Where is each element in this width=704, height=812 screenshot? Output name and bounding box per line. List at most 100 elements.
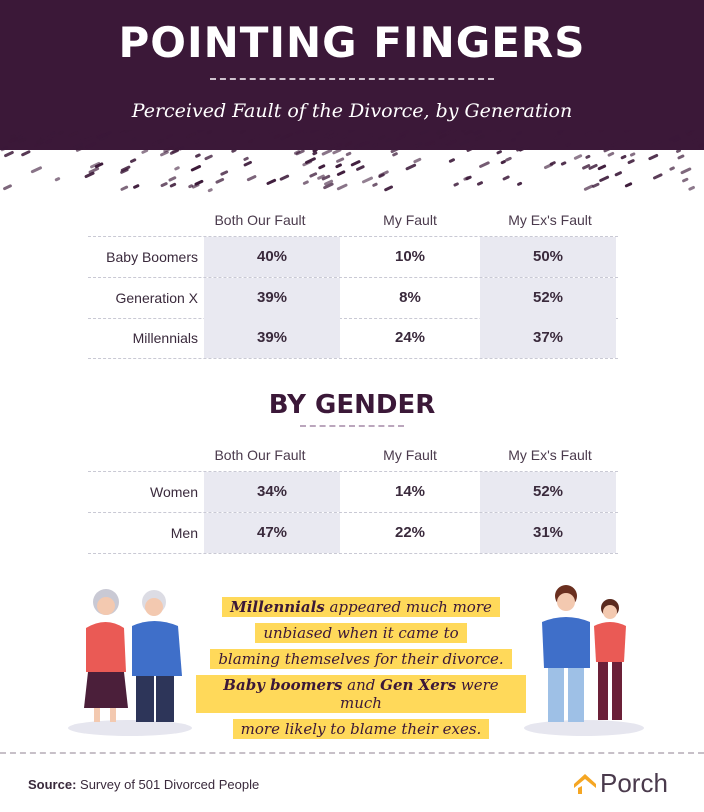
header-banner: POINTING FINGERS Perceived Fault of the … [0,0,704,150]
confetti-dash [273,133,281,139]
gender-table: Both Our Fault My Fault My Ex's Fault Wo… [88,443,618,555]
callout-line: Millennials appeared much more [222,597,500,617]
confetti-dash [471,130,478,133]
confetti-dash [254,134,261,139]
confetti-dash [317,174,325,180]
confetti-dash [584,131,592,137]
confetti-dash [446,139,457,146]
confetti-dash [190,165,202,172]
confetti-dash [430,141,436,146]
confetti-dash [4,150,14,158]
confetti-dash [461,130,467,133]
row-label: Millennials [132,330,198,346]
confetti-dash [302,160,313,167]
col-header-both: Both Our Fault [214,447,306,463]
confetti-dash [323,133,330,138]
row-divider [88,471,618,472]
confetti-dash [459,139,470,146]
confetti-dash [439,130,448,134]
cell-both: 34% [204,472,340,512]
confetti-dash [129,158,137,163]
callout-line: Baby boomers and Gen Xers were much [196,675,526,713]
callout-text: were much [340,676,499,712]
confetti-dash [620,154,627,160]
confetti-dash [413,157,422,164]
confetti-dash [466,145,478,152]
callout-emphasis: Baby boomers [223,676,343,694]
confetti-dash [50,131,56,136]
source-text: Survey of 501 Divorced People [76,777,260,792]
source-note: Source: Survey of 501 Divorced People [28,777,259,792]
older-couple-illustration [68,589,192,736]
confetti-dash [384,185,393,192]
section-divider [300,425,404,427]
confetti-dash [312,151,318,156]
table-row: Women 34% 14% 52% [88,472,618,512]
confetti-dash [8,137,18,143]
confetti-dash [399,130,410,137]
confetti-dash [448,158,455,163]
confetti-dash [557,130,566,133]
confetti-dash [553,134,563,141]
confetti-dash [206,130,213,135]
porch-logo: Porch [572,766,687,802]
confetti-dash [597,164,607,171]
confetti-dash [675,148,681,153]
confetti-dash [84,171,95,179]
confetti-dash [344,141,353,147]
confetti-dash [309,139,319,145]
confetti-dash [0,146,9,152]
confetti-dash [174,166,180,171]
confetti-dash [157,138,164,144]
confetti-dash [625,138,633,144]
confetti-dash [390,146,401,154]
confetti-dash [345,151,352,157]
confetti-dash [463,130,472,134]
confetti-dash [607,151,615,157]
confetti-dash [215,178,225,184]
confetti-dash [565,142,571,147]
porch-logo-text: Porch [600,768,668,798]
callout-line: more likely to blame their exes. [232,719,490,739]
cell-mine: 22% [394,524,426,541]
confetti-dash [598,130,604,133]
confetti-dash [268,130,277,134]
confetti-dash [405,163,417,171]
confetti-dash [293,150,301,155]
confetti-dash [279,174,290,181]
col-header-both: Both Our Fault [214,212,306,228]
confetti-dash [518,144,530,152]
confetti-dash [133,184,140,189]
confetti-dash [120,165,131,172]
table-row: Men 47% 22% 31% [88,513,618,553]
confetti-dash [45,139,52,144]
footer-divider [0,752,704,754]
row-divider [88,553,618,554]
confetti-dash [474,134,485,141]
confetti-dash [624,182,633,188]
row-divider [88,236,618,237]
confetti-dash [99,135,109,141]
confetti-dash [496,130,503,133]
confetti-dash [624,130,634,133]
confetti-dash [280,134,290,140]
confetti-dash [433,142,442,148]
confetti-dash [436,130,442,135]
insight-callout: Millennials appeared much more unbiased … [196,594,526,742]
confetti-dash [90,161,101,169]
confetti-dash [651,139,662,147]
confetti-dash [36,138,44,144]
cell-ex: 50% [480,237,616,277]
confetti-dash [324,179,334,186]
confetti-dash [131,137,137,142]
confetti-dash [239,130,249,134]
confetti-dash [592,182,600,188]
confetti-dash [412,144,419,149]
confetti-dash [361,176,373,184]
confetti-dash [669,130,677,133]
confetti-dash [169,148,179,155]
confetti-dash [390,130,398,133]
confetti-dash [295,130,305,135]
confetti-dash [84,136,93,142]
cell-mine: 14% [394,483,426,500]
